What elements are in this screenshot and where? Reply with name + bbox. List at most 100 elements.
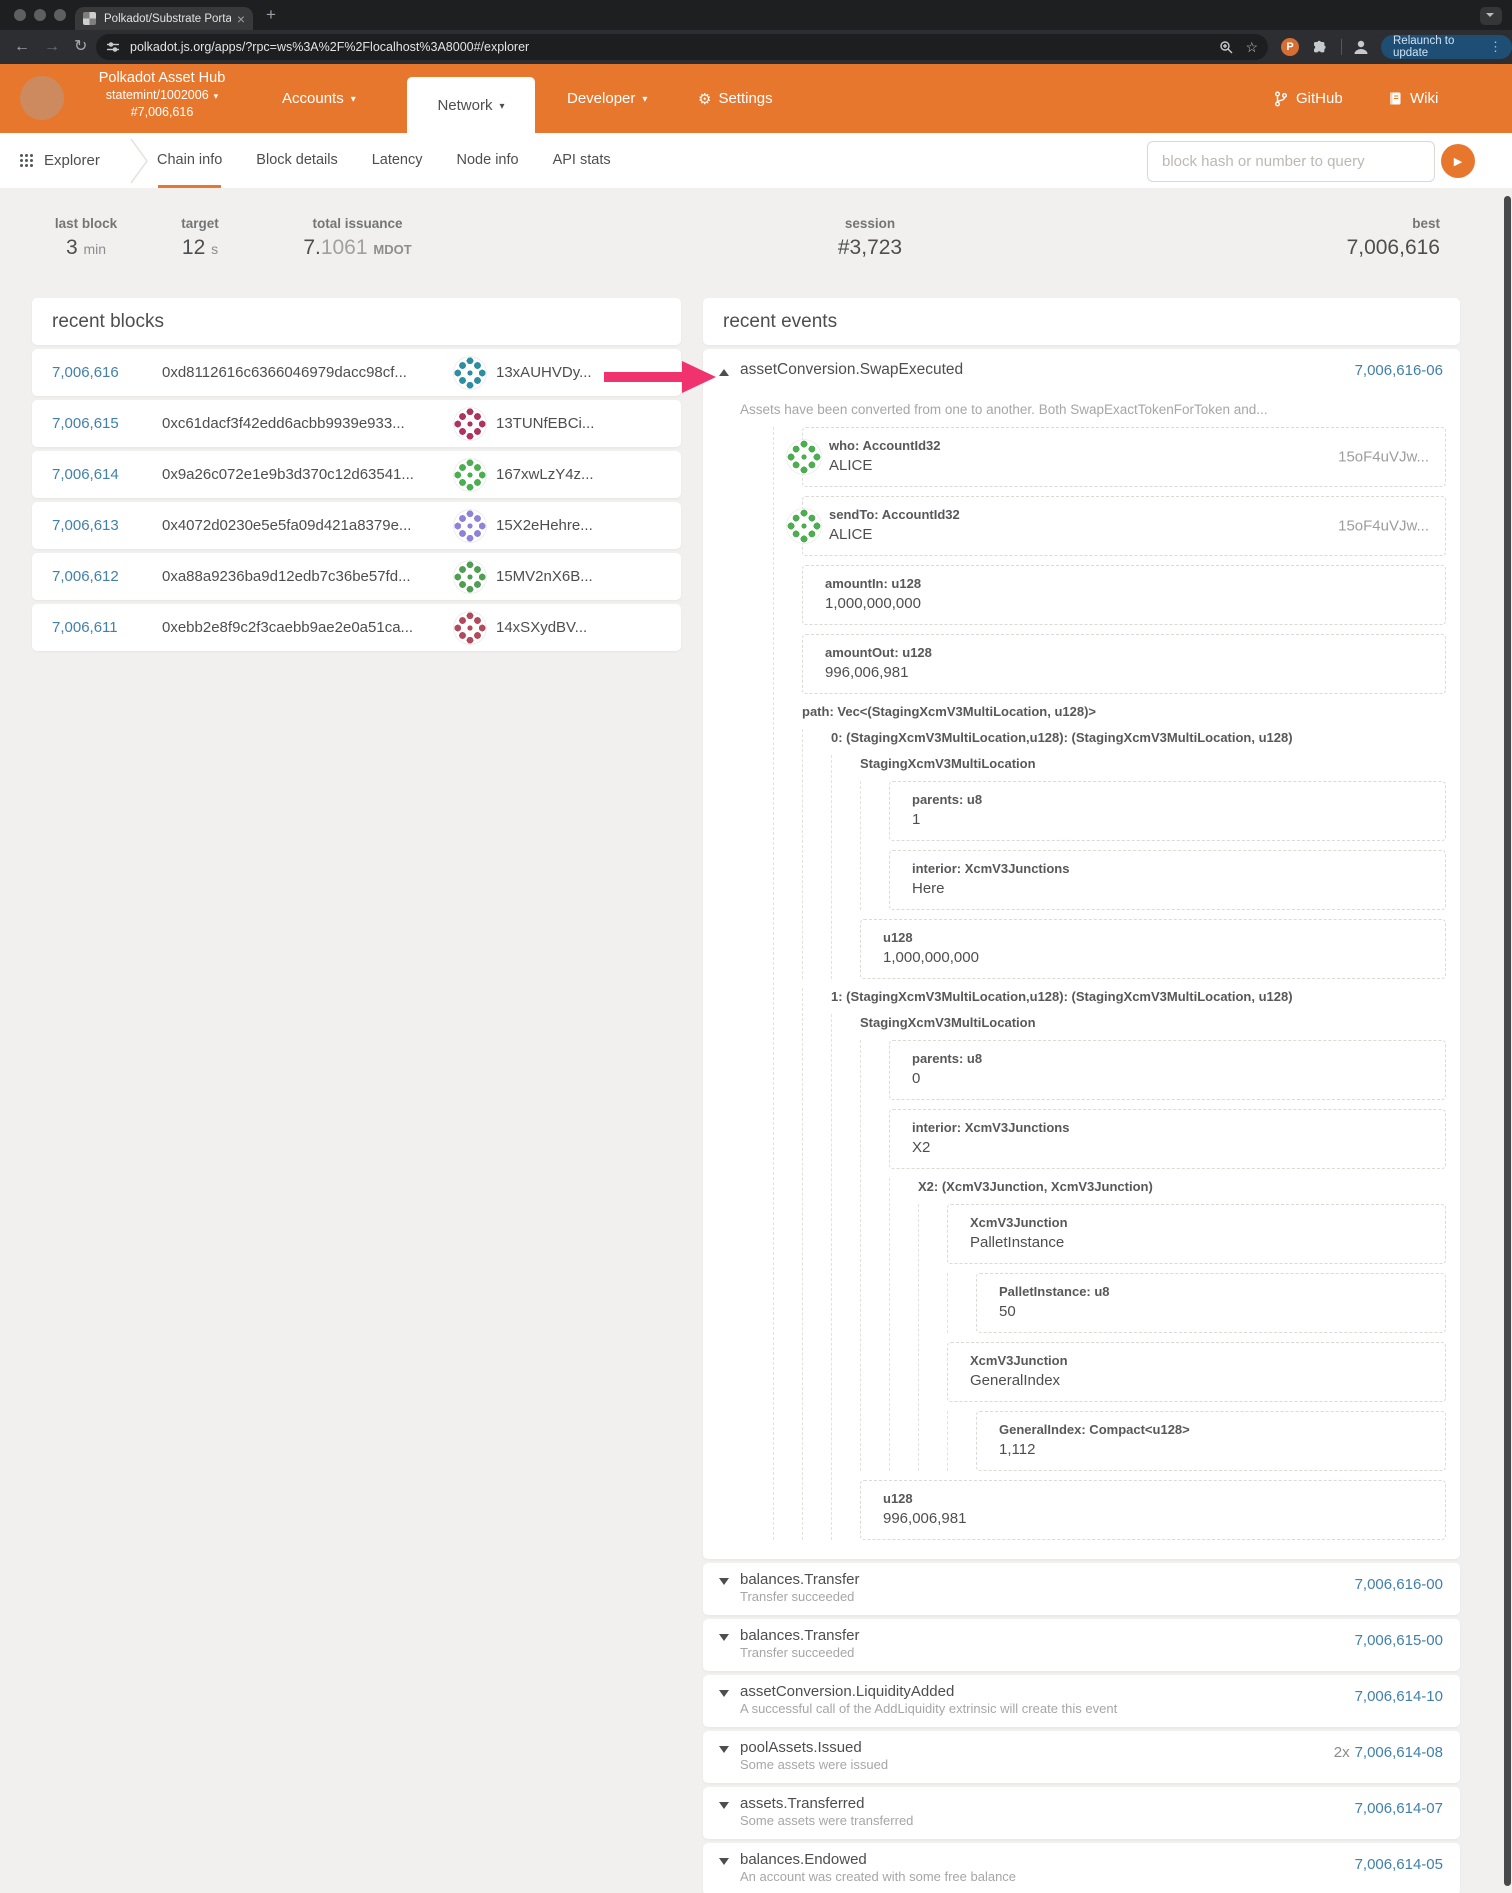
site-info-icon[interactable] [106, 40, 120, 54]
param-sendto: sendTo: AccountId32 ALICE 15oF4uVJw... [786, 496, 1446, 556]
traffic-light-close[interactable] [14, 9, 26, 21]
browser-menu-kebab-icon[interactable]: ⋮ [1489, 39, 1502, 54]
session-value: #3,723 [837, 236, 903, 259]
collapse-triangle-icon[interactable] [719, 364, 729, 376]
profile-avatar-icon[interactable] [1352, 38, 1370, 56]
menu-settings[interactable]: ⚙ Settings [698, 90, 773, 108]
block-search-input[interactable] [1147, 141, 1435, 182]
identicon-icon [453, 355, 487, 390]
github-branch-icon [1275, 91, 1287, 106]
traffic-light-zoom[interactable] [54, 9, 66, 21]
block-number-link[interactable]: 7,006,614 [52, 466, 119, 483]
block-author[interactable]: 15MV2nX6B... [453, 559, 641, 594]
event-params: who: AccountId32 ALICE 15oF4uVJw... send… [773, 427, 1446, 1540]
app-header: Polkadot Asset Hub statemint/1002006 ▾ #7… [0, 64, 1512, 133]
event-block-link[interactable]: 7,006,614-08 [1354, 1744, 1443, 1761]
block-author[interactable]: 14xSXydBV... [453, 610, 641, 645]
event-row[interactable]: assetConversion.LiquidityAdded A success… [703, 1675, 1460, 1727]
expand-triangle-icon[interactable] [719, 1690, 729, 1702]
event-block-link[interactable]: 7,006,615-00 [1354, 1632, 1443, 1649]
block-number-link[interactable]: 7,006,611 [52, 619, 118, 636]
new-tab-button[interactable]: + [266, 5, 276, 24]
param-junction-1: XcmV3Junction GeneralIndex [947, 1342, 1446, 1402]
section-tabs: Chain info Block details Latency Node in… [157, 133, 611, 188]
block-number-link[interactable]: 7,006,615 [52, 415, 119, 432]
tab-api-stats[interactable]: API stats [552, 152, 611, 168]
tab-favicon-icon [83, 12, 96, 25]
expand-triangle-icon[interactable] [719, 1802, 729, 1814]
block-author[interactable]: 13xAUHVDy... [453, 355, 641, 390]
bookmark-star-icon[interactable]: ☆ [1245, 38, 1258, 55]
block-author[interactable]: 167xwLzY4z... [453, 457, 641, 492]
chain-logo[interactable] [20, 76, 64, 120]
expand-triangle-icon[interactable] [719, 1858, 729, 1870]
block-row: 7,006,616 0xd8112616c6366046979dacc98cf.… [32, 349, 681, 396]
recent-events-title: recent events [703, 298, 1460, 345]
stat-last-block: last block 3 min [54, 216, 118, 259]
section-title: Explorer [44, 152, 100, 169]
event-block-link[interactable]: 7,006,616-00 [1354, 1576, 1443, 1593]
tab-search-chevron-icon[interactable] [1480, 7, 1502, 25]
back-button[interactable]: ← [14, 38, 30, 55]
zoom-icon[interactable] [1219, 40, 1233, 54]
search-go-button[interactable]: ▶ [1441, 144, 1475, 178]
event-block-link[interactable]: 7,006,614-05 [1354, 1856, 1443, 1873]
account-address: 15oF4uVJw... [1338, 517, 1429, 535]
chevron-down-icon: ▾ [213, 91, 219, 101]
browser-toolbar: ← → ↻ polkadot.js.org/apps/?rpc=ws%3A%2F… [0, 30, 1512, 64]
expand-triangle-icon[interactable] [719, 1634, 729, 1646]
tab-block-details[interactable]: Block details [256, 152, 338, 168]
menu-network[interactable]: Network ▾ [407, 77, 535, 133]
address-bar[interactable]: polkadot.js.org/apps/?rpc=ws%3A%2F%2Floc… [96, 34, 1268, 60]
param-amount-in: amountIn: u128 1,000,000,000 [802, 565, 1446, 625]
event-header[interactable]: assetConversion.SwapExecuted 7,006,616-0… [717, 361, 1446, 381]
wiki-link[interactable]: Wiki [1388, 64, 1438, 133]
menu-accounts[interactable]: Accounts ▾ [282, 90, 356, 107]
block-hash: 0x4072d0230e5e5fa09d421a8379e... [162, 517, 412, 534]
event-row[interactable]: balances.Endowed An account was created … [703, 1843, 1460, 1893]
event-block-link[interactable]: 7,006,614-10 [1354, 1688, 1443, 1705]
tab-chain-info[interactable]: Chain info [157, 133, 222, 188]
scrollbar-thumb[interactable] [1504, 196, 1511, 1886]
event-block-link[interactable]: 7,006,616-06 [1354, 362, 1443, 379]
expand-triangle-icon[interactable] [719, 1578, 729, 1590]
forward-button[interactable]: → [44, 38, 60, 55]
relaunch-to-update-button[interactable]: Relaunch to update ⋮ [1381, 35, 1512, 59]
block-hash: 0xa88a9236ba9d12edb7c36be57fd... [162, 568, 411, 585]
tab-node-info[interactable]: Node info [456, 152, 519, 168]
block-author[interactable]: 15X2eHehre... [453, 508, 641, 543]
menu-developer[interactable]: Developer ▾ [567, 90, 648, 107]
event-block-link[interactable]: 7,006,614-07 [1354, 1800, 1443, 1817]
traffic-light-minimize[interactable] [34, 9, 46, 21]
event-row[interactable]: balances.Transfer Transfer succeeded 7,0… [703, 1619, 1460, 1671]
apps-grid-icon[interactable] [20, 154, 23, 157]
block-number-link[interactable]: 7,006,616 [52, 364, 119, 381]
identicon-icon [453, 508, 487, 543]
event-count: 2x [1333, 1744, 1350, 1761]
block-author[interactable]: 13TUNfEBCi... [453, 406, 641, 441]
event-name: assetConversion.SwapExecuted [740, 361, 964, 378]
param-general-index: GeneralIndex: Compact<u128> 1,112 [976, 1411, 1446, 1471]
path-item-0: 0: (StagingXcmV3MultiLocation,u128): (St… [802, 729, 1446, 979]
tab-latency[interactable]: Latency [371, 152, 423, 168]
event-row[interactable]: balances.Transfer Transfer succeeded 7,0… [703, 1563, 1460, 1615]
block-row: 7,006,611 0xebb2e8f9c2f3caebb9ae2e0a51ca… [32, 604, 681, 651]
block-number-link[interactable]: 7,006,613 [52, 517, 119, 534]
target-value: 12 [181, 236, 206, 259]
browser-tab[interactable]: Polkadot/Substrate Portal × [75, 7, 253, 30]
github-link[interactable]: GitHub [1274, 64, 1343, 133]
expand-triangle-icon[interactable] [719, 1746, 729, 1758]
event-row[interactable]: assets.Transferred Some assets were tran… [703, 1787, 1460, 1839]
tab-title: Polkadot/Substrate Portal [104, 12, 231, 25]
stat-total-issuance: total issuance 7.1061 MDOT [303, 216, 412, 259]
polkadot-extension-icon[interactable]: P [1281, 38, 1299, 56]
extensions-puzzle-icon[interactable] [1311, 39, 1327, 55]
block-row: 7,006,614 0x9a26c072e1e9b3d370c12d63541.… [32, 451, 681, 498]
param-path-label: path: Vec<(StagingXcmV3MultiLocation, u1… [802, 704, 1097, 719]
event-row[interactable]: poolAssets.Issued Some assets were issue… [703, 1731, 1460, 1783]
chain-selector[interactable]: Polkadot Asset Hub statemint/1002006 ▾ #7… [76, 69, 248, 120]
block-number-link[interactable]: 7,006,612 [52, 568, 119, 585]
toolbar-divider [1341, 39, 1342, 55]
tab-close-icon[interactable]: × [236, 10, 245, 27]
reload-button[interactable]: ↻ [74, 38, 88, 55]
